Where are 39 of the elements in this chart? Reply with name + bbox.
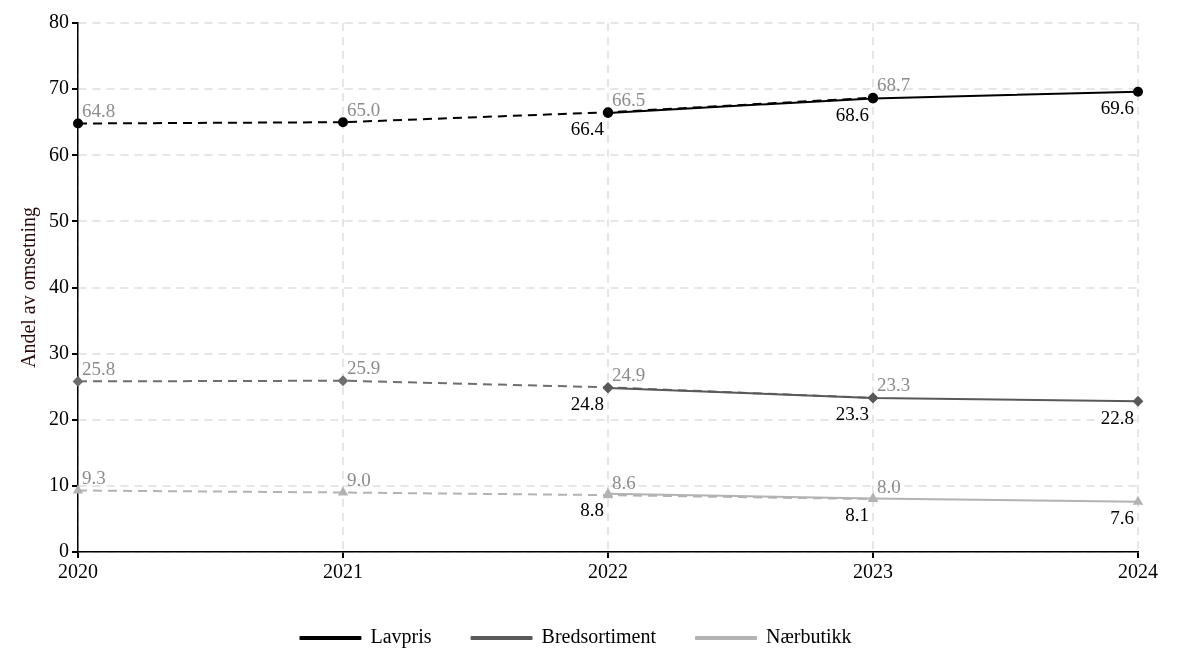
- data-label: 9.0: [347, 468, 371, 490]
- y-tick-label: 70: [49, 76, 69, 99]
- data-label: 7.6: [1110, 507, 1134, 529]
- data-label: 22.8: [1100, 406, 1134, 428]
- legend-label: Nærbutikk: [765, 625, 852, 648]
- y-tick-label: 0: [59, 539, 69, 562]
- data-label: 66.5: [612, 88, 646, 110]
- data-label: 8.1: [845, 503, 869, 525]
- data-label: 65.0: [347, 98, 381, 120]
- data-label: 68.7: [877, 74, 911, 96]
- y-tick-label: 20: [49, 407, 69, 429]
- x-tick-label: 2022: [588, 560, 628, 583]
- data-label: 25.9: [347, 357, 381, 379]
- data-label: 69.6: [1100, 97, 1134, 119]
- data-label: 8.0: [877, 475, 901, 497]
- x-tick-label: 2023: [853, 560, 893, 583]
- y-tick-label: 80: [49, 10, 69, 33]
- y-tick-label: 30: [49, 340, 69, 363]
- y-axis-title: Andel av omsetning: [17, 206, 41, 369]
- data-label: 66.4: [570, 118, 605, 140]
- y-tick-label: 40: [49, 274, 69, 297]
- legend-label: Bredsortiment: [541, 625, 657, 648]
- legend-label: Lavpris: [370, 625, 432, 649]
- data-label: 23.3: [877, 374, 911, 396]
- y-tick-label: 60: [49, 142, 69, 165]
- x-tick-label: 2024: [1118, 560, 1158, 583]
- data-label: 24.8: [570, 393, 604, 415]
- y-tick-label: 10: [49, 473, 69, 496]
- data-label: 24.9: [612, 363, 646, 385]
- y-tick-label: 50: [49, 208, 69, 231]
- data-label: 68.6: [835, 103, 869, 125]
- data-label: 64.8: [82, 99, 116, 121]
- data-label: 9.3: [82, 466, 106, 488]
- data-label: 23.3: [835, 403, 869, 425]
- x-tick-label: 2020: [58, 560, 98, 583]
- x-tick-label: 2021: [323, 560, 363, 583]
- data-label: 8.8: [580, 499, 604, 521]
- data-label: 25.8: [82, 357, 116, 379]
- data-label: 8.6: [612, 471, 636, 493]
